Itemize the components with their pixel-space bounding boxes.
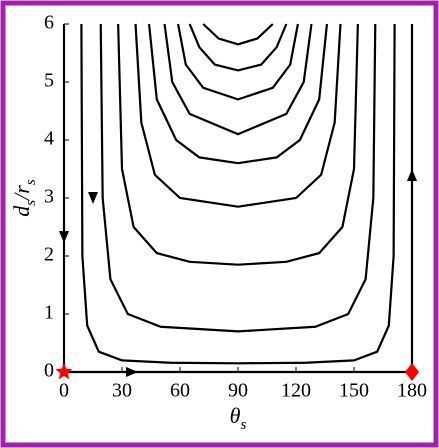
curve: [202, 23, 274, 46]
xlabel: θs: [230, 403, 247, 433]
x-tick-label: 180: [397, 380, 427, 402]
label-part: s: [240, 417, 246, 433]
label-part: s: [23, 179, 39, 185]
curve: [99, 23, 377, 333]
label-part: /r: [9, 185, 34, 202]
x-tick-label: 90: [228, 380, 248, 402]
label-part: s: [23, 200, 39, 206]
label-part: θ: [230, 403, 241, 428]
y-tick-label: 2: [44, 244, 54, 266]
arrow: [126, 367, 138, 377]
equilibrium-point: [55, 363, 73, 380]
curve: [134, 23, 342, 208]
x-tick-label: 120: [281, 380, 311, 402]
ylabel: ds/rs: [9, 179, 39, 217]
x-tick-label: 0: [59, 380, 69, 402]
curve: [188, 23, 288, 72]
label-part: d: [9, 205, 34, 217]
y-tick-label: 3: [44, 186, 54, 208]
y-tick-label: 0: [44, 360, 54, 382]
equilibrium-point: [405, 363, 419, 381]
y-tick-label: 5: [44, 70, 54, 92]
curve: [80, 23, 396, 365]
y-tick-label: 6: [44, 12, 54, 34]
curve: [147, 23, 329, 165]
x-tick-label: 60: [170, 380, 190, 402]
arrow: [407, 169, 417, 181]
arrows: [59, 169, 417, 377]
y-tick-label: 4: [44, 128, 54, 150]
curve: [163, 23, 313, 136]
curve: [117, 23, 359, 266]
x-tick-label: 30: [112, 380, 132, 402]
curve: [176, 23, 300, 101]
y-tick-label: 1: [44, 302, 54, 324]
arrow: [59, 231, 69, 243]
x-tick-label: 150: [339, 380, 369, 402]
arrow: [88, 192, 98, 204]
